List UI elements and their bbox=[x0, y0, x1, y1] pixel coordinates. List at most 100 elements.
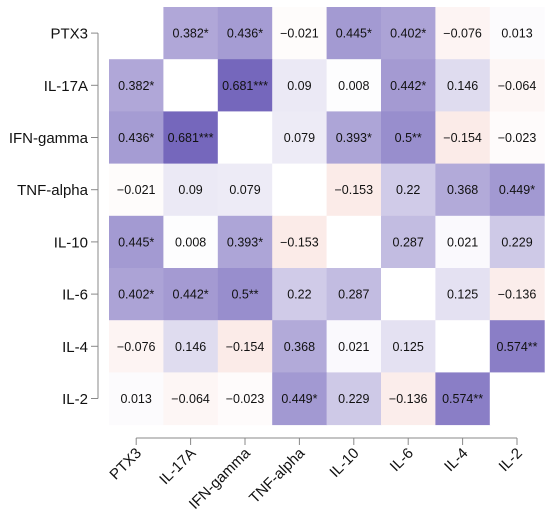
cell-value-label: 0.442* bbox=[173, 288, 209, 302]
heatmap-cell bbox=[109, 7, 164, 60]
row-label: IFN-gamma bbox=[9, 130, 89, 147]
cell-value-label: 0.393* bbox=[227, 235, 263, 249]
cell-value-label: 0.442* bbox=[390, 79, 426, 93]
heatmap-cell bbox=[163, 268, 219, 321]
cell-value-label: −0.136 bbox=[389, 392, 428, 406]
cell-value-label: 0.382* bbox=[118, 79, 154, 93]
heatmap-cell bbox=[217, 163, 273, 217]
cell-value-label: −0.154 bbox=[226, 340, 265, 354]
cell-value-label: 0.146 bbox=[447, 79, 478, 93]
cell-value-label: 0.079 bbox=[284, 131, 315, 145]
column-label: PTX3 bbox=[106, 445, 145, 484]
heatmap-cell bbox=[326, 320, 382, 373]
heatmap-cell bbox=[489, 7, 545, 60]
cell-value-label: 0.008 bbox=[175, 235, 206, 249]
cell-value-label: 0.079 bbox=[229, 183, 260, 197]
heatmap-cell bbox=[326, 111, 382, 165]
cell-value-label: 0.681*** bbox=[222, 79, 268, 93]
cell-value-label: 0.229 bbox=[501, 235, 532, 249]
column-label: TNF-alpha bbox=[246, 444, 309, 507]
heatmap-cell bbox=[163, 215, 219, 269]
cell-value-label: 0.436* bbox=[118, 131, 154, 145]
heatmap-cell bbox=[163, 320, 219, 373]
cell-value-label: 0.368 bbox=[447, 183, 478, 197]
cell-value-label: 0.146 bbox=[175, 340, 206, 354]
heatmap-cell bbox=[217, 7, 273, 60]
heatmap-cell bbox=[109, 163, 164, 217]
row-label: IL-6 bbox=[62, 287, 88, 304]
cell-value-label: 0.382* bbox=[173, 27, 209, 41]
heatmap-cell bbox=[489, 215, 545, 269]
cell-value-label: 0.449* bbox=[281, 392, 317, 406]
heatmap-cell bbox=[217, 111, 273, 165]
heatmap-cell bbox=[381, 372, 436, 426]
heatmap-cell bbox=[272, 372, 328, 426]
cell-value-label: 0.22 bbox=[287, 288, 311, 302]
cell-value-label: −0.153 bbox=[335, 183, 374, 197]
heatmap-cell bbox=[163, 372, 219, 426]
row-label: TNF-alpha bbox=[17, 182, 89, 199]
heatmap-cell bbox=[381, 320, 436, 373]
cell-value-label: 0.402* bbox=[390, 27, 426, 41]
heatmap-cell bbox=[109, 59, 164, 112]
heatmap-cell bbox=[272, 215, 328, 269]
column-label: IL-2 bbox=[496, 445, 526, 475]
heatmap-cell bbox=[326, 268, 382, 321]
heatmap-cell bbox=[435, 163, 491, 217]
heatmap-cell bbox=[489, 111, 545, 165]
heatmap-cell bbox=[272, 59, 328, 112]
heatmap-cell bbox=[109, 111, 164, 165]
heatmap-cell bbox=[381, 59, 436, 112]
column-label: IL-10 bbox=[326, 445, 362, 481]
heatmap-cell bbox=[489, 320, 545, 373]
cell-value-label: −0.076 bbox=[443, 27, 482, 41]
heatmap-cell bbox=[272, 7, 328, 60]
cell-value-label: 0.22 bbox=[396, 183, 420, 197]
cell-value-label: 0.287 bbox=[393, 235, 424, 249]
cell-value-label: 0.445* bbox=[336, 27, 372, 41]
cell-value-label: 0.368 bbox=[284, 340, 315, 354]
cell-value-label: 0.125 bbox=[393, 340, 424, 354]
cell-value-label: −0.064 bbox=[171, 392, 210, 406]
heatmap-cell bbox=[109, 268, 164, 321]
cell-value-label: 0.013 bbox=[501, 27, 532, 41]
heatmap-cell bbox=[326, 372, 382, 426]
heatmap-cell bbox=[163, 59, 219, 112]
cell-value-label: 0.013 bbox=[121, 392, 152, 406]
heatmap-cell bbox=[435, 7, 491, 60]
cell-value-label: −0.154 bbox=[443, 131, 482, 145]
cell-value-label: 0.445* bbox=[118, 235, 154, 249]
heatmap-cell bbox=[272, 268, 328, 321]
row-label: IL-10 bbox=[54, 234, 88, 251]
heatmap-cell bbox=[489, 59, 545, 112]
row-label: IL-17A bbox=[44, 78, 88, 95]
cell-value-label: −0.136 bbox=[498, 288, 537, 302]
heatmap-cell bbox=[163, 163, 219, 217]
heatmap-cell bbox=[326, 59, 382, 112]
heatmap-cell bbox=[435, 268, 491, 321]
cell-value-label: −0.153 bbox=[280, 235, 319, 249]
heatmap-cell bbox=[435, 111, 491, 165]
column-label: IL-6 bbox=[387, 445, 417, 475]
cell-value-label: 0.681*** bbox=[168, 131, 214, 145]
cell-value-label: 0.574** bbox=[442, 392, 483, 406]
heatmap-cell bbox=[381, 7, 436, 60]
row-label: PTX3 bbox=[50, 26, 88, 43]
column-label: IL-4 bbox=[441, 445, 471, 475]
heatmap-cell bbox=[381, 111, 436, 165]
cell-value-label: 0.5** bbox=[395, 131, 422, 145]
heatmap-cell bbox=[381, 268, 436, 321]
heatmap-cell bbox=[489, 268, 545, 321]
heatmap-cell bbox=[435, 320, 491, 373]
cell-value-label: 0.229 bbox=[338, 392, 369, 406]
cell-value-label: −0.021 bbox=[280, 27, 319, 41]
heatmap-cell bbox=[435, 59, 491, 112]
cell-value-label: 0.287 bbox=[338, 288, 369, 302]
heatmap-cell bbox=[109, 215, 164, 269]
heatmap-cell bbox=[326, 163, 382, 217]
heatmap-cell bbox=[163, 7, 219, 60]
heatmap-cell bbox=[217, 215, 273, 269]
cell-value-label: −0.064 bbox=[498, 79, 537, 93]
heatmap-cell bbox=[489, 163, 545, 217]
